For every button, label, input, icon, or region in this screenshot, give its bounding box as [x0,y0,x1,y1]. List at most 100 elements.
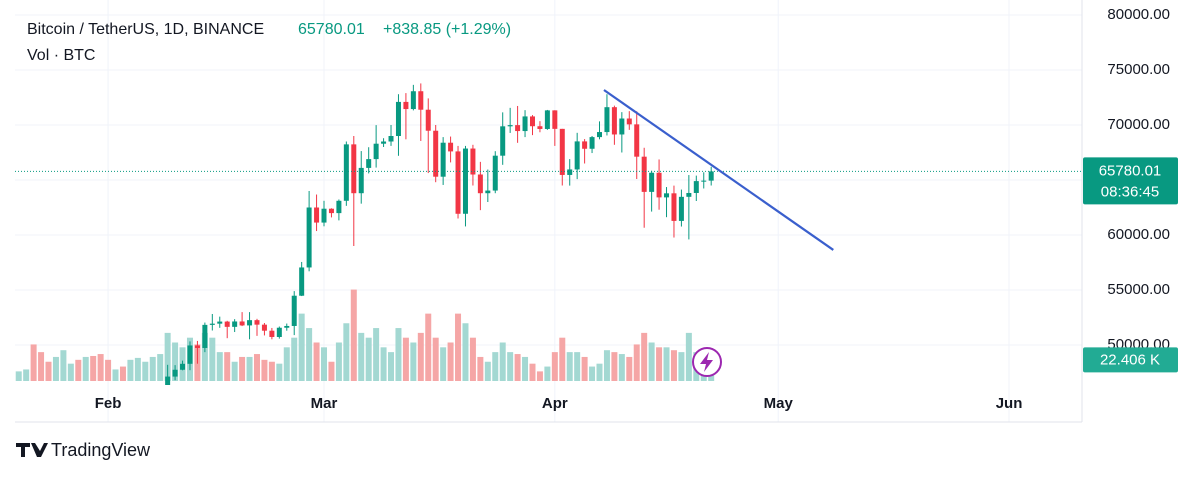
volume-bar [388,352,395,381]
volume-bar [268,361,275,381]
candle-body [209,323,215,325]
volume-bar [335,342,342,381]
volume-bar [291,337,298,381]
candle-body [232,321,238,327]
candle-body [462,148,468,214]
candle-body [202,324,208,348]
volume-bar [648,342,655,381]
volume-bar [484,361,491,381]
candle-body [626,118,632,125]
volume-pane [15,289,715,381]
candle-body [403,101,409,110]
brand: TradingView [51,440,151,460]
candle-body [180,363,186,370]
candle-body [328,208,334,214]
volume-bar [596,363,603,381]
candle-body [678,196,684,221]
volume-bar [105,359,112,381]
lightning-icon[interactable] [692,347,722,377]
volume-bar [97,354,104,381]
volume-bar [224,352,231,381]
y-tick-label: 60000.00 [1107,226,1170,243]
volume-bar [276,363,283,381]
volume-bar [469,337,476,381]
volume-bar [611,352,618,381]
volume-bar [321,347,328,381]
volume-bar [172,342,179,381]
volume-bar [328,361,335,381]
volume-bar [440,347,447,381]
candle-body [529,116,535,127]
candle-body [299,267,305,296]
volume-bar [201,332,208,381]
symbol-title: Bitcoin / TetherUS, 1D, BINANCE [27,21,264,38]
candle-body [388,136,394,142]
candle-body [194,345,200,348]
volume-bar [618,354,625,381]
volume-bar [75,359,82,381]
volume-bar [350,289,357,381]
price-pane [15,83,1082,385]
candle-body [582,141,588,149]
x-tick-label: May [764,395,794,412]
volume-bar [581,356,588,381]
volume-bar [410,342,417,381]
countdown: 08:36:45 [1101,183,1159,200]
trend-line [603,89,834,251]
candle-body [373,143,379,160]
candle-body [247,320,253,326]
volume-bar [52,356,59,381]
candle-body [239,321,245,326]
x-tick-label: Jun [996,395,1023,412]
candle-body [604,107,610,133]
candle-body [515,125,521,132]
price-change: +838.85 (+1.29%) [383,21,511,38]
volume-bar [253,354,260,381]
volume-bar [231,361,238,381]
volume-bar [313,342,320,381]
candle-body [321,208,327,223]
volume-bar [373,328,380,381]
candle-body [217,321,223,324]
x-tick-label: Feb [95,395,122,412]
candle-body [433,130,439,177]
volume-bar [164,332,171,381]
volume-bar [15,371,22,381]
volume-bar [67,363,74,381]
volume-bar [432,337,439,381]
candle-body [395,101,401,137]
volume-bar [142,361,149,381]
volume-bar [261,359,268,381]
candle-body [366,159,372,168]
volume-bar [134,357,141,381]
last-price-label: 65780.01 [1099,162,1162,179]
volume-bar [477,356,484,381]
volume-bar [425,313,432,381]
candle-body [276,327,282,337]
volume-value-label: 22.406 K [1100,351,1160,368]
candle-body [410,91,416,110]
tradingview-logo: TradingView [16,440,151,460]
candle-body [187,345,193,364]
volume-bar [455,313,462,381]
candle-body [574,141,580,170]
volume-bar [626,356,633,381]
volume-bar [365,337,372,381]
volume-bar [507,352,514,381]
y-tick-label: 55000.00 [1107,281,1170,298]
candle-body [172,369,178,377]
candle-body [552,110,558,129]
volume-bar [492,352,499,381]
volume-bar [239,356,246,381]
candle-body [381,141,387,144]
candle-body [284,325,290,328]
candle-body [455,151,461,214]
candle-body [224,321,230,327]
volume-bar [447,342,454,381]
volume-bar [343,323,350,381]
candle-body [500,126,506,156]
candle-body [492,155,498,191]
volume-bar [127,359,134,381]
last-price-badge [1083,157,1178,205]
volume-bar [514,354,521,381]
